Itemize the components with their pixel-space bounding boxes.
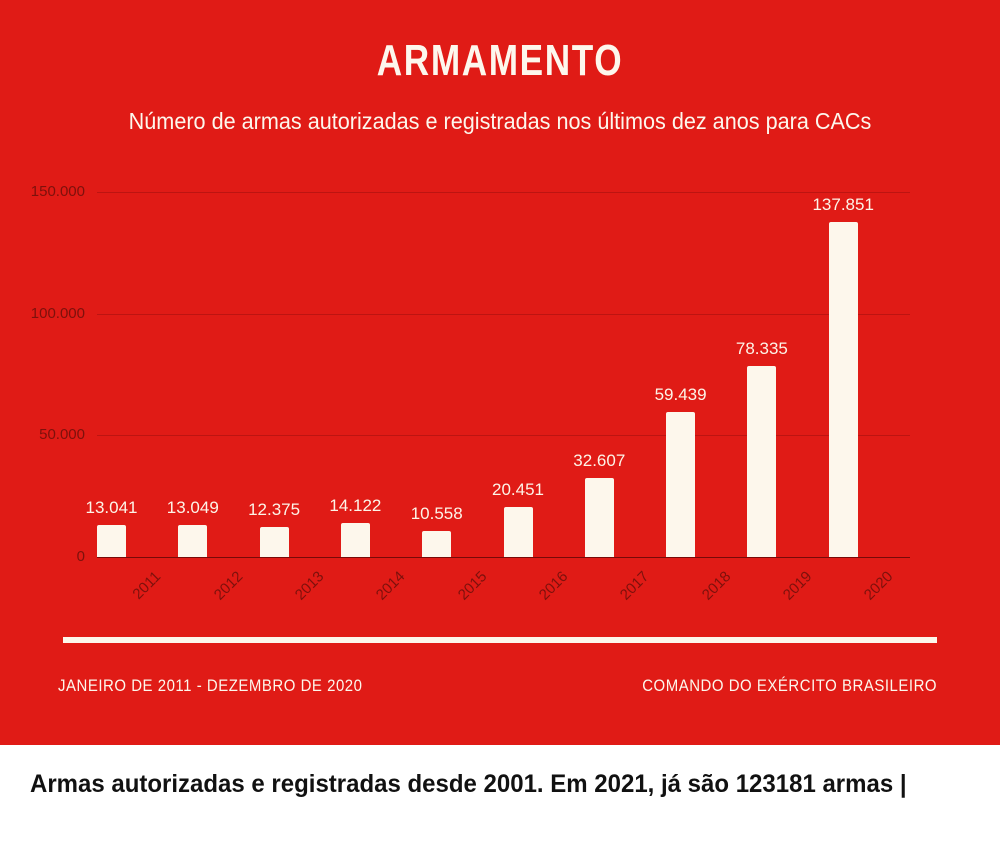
- x-axis-line: [97, 557, 910, 558]
- bar-value-label: 14.122: [329, 495, 382, 515]
- bar[interactable]: [178, 525, 208, 557]
- x-axis-tick-label: 2014: [373, 568, 409, 604]
- bar-value-label: 59.439: [654, 385, 707, 405]
- y-axis-tick-label: 150.000: [30, 183, 85, 200]
- x-axis-tick-label: 2016: [535, 568, 572, 604]
- y-axis-tick-label: 50.000: [39, 426, 85, 444]
- gridline: [97, 192, 910, 193]
- footer-source-label: COMANDO DO EXÉRCITO BRASILEIRO: [642, 676, 937, 695]
- x-axis-tick-label: 2011: [128, 568, 164, 603]
- bar-value-label: 137.851: [812, 194, 874, 214]
- x-axis-tick-label: 2019: [779, 568, 816, 604]
- bar[interactable]: [97, 525, 126, 557]
- bar[interactable]: [666, 412, 696, 557]
- bar[interactable]: [747, 366, 777, 557]
- chart-subtitle: Número de armas autorizadas e registrada…: [128, 108, 872, 134]
- page-title: ARMAMENTO: [376, 36, 624, 85]
- gridline: [97, 313, 910, 315]
- x-axis-tick-label: 2018: [698, 568, 734, 604]
- bar-value-label: 13.049: [166, 498, 219, 518]
- bar[interactable]: [340, 522, 370, 557]
- x-axis-tick-label: 2013: [291, 568, 328, 604]
- bar-value-label: 13.041: [85, 498, 138, 518]
- caption-text: Armas autorizadas e registradas desde 20…: [30, 770, 907, 798]
- x-axis-tick-label: 2017: [617, 568, 653, 604]
- bar-value-label: 32.607: [573, 450, 626, 470]
- bar-value-label: 78.335: [735, 339, 788, 359]
- footer-divider: [63, 637, 937, 643]
- y-axis-tick-label: 100.000: [30, 304, 85, 322]
- bar[interactable]: [584, 477, 614, 557]
- bar-value-label: 20.451: [492, 480, 544, 500]
- bar[interactable]: [422, 531, 452, 557]
- footer-period-label: JANEIRO DE 2011 - DEZEMBRO DE 2020: [58, 676, 363, 695]
- bar[interactable]: [828, 221, 858, 557]
- chart-panel: ARMAMENTO Número de armas autorizadas e …: [0, 0, 1000, 745]
- y-axis-tick-label: 0: [76, 548, 85, 565]
- x-axis-tick-label: 2015: [454, 568, 491, 604]
- bar-chart-plot: 0 50.000 100.000 150.000 13.041 2011 13.049 201…: [30, 183, 910, 604]
- x-axis-tick-label: 2020: [860, 568, 897, 604]
- bar-value-label: 12.375: [248, 499, 301, 519]
- bar[interactable]: [259, 526, 289, 557]
- gridline: [97, 435, 910, 437]
- x-axis-tick-label: 2012: [210, 568, 247, 604]
- bar[interactable]: [503, 507, 533, 557]
- bar-value-label: 10.558: [410, 504, 463, 524]
